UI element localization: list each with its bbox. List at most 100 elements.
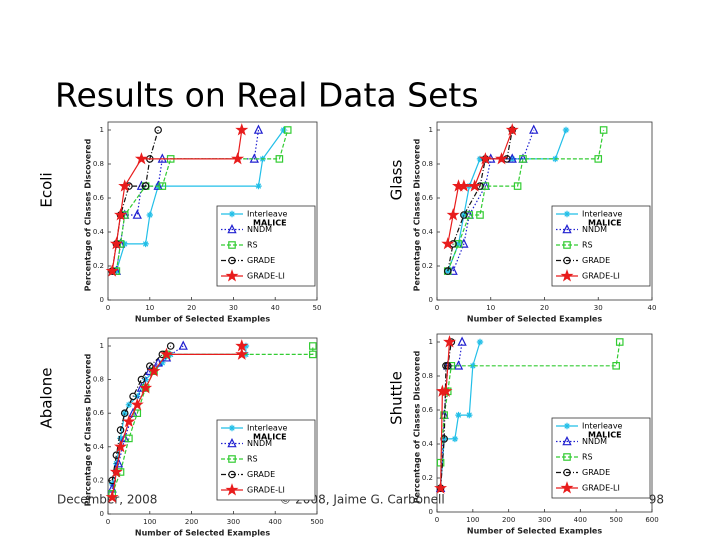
legend-marker (562, 435, 572, 446)
y-tick-label: 0.6 (93, 409, 105, 417)
point (478, 152, 492, 165)
point (130, 397, 144, 411)
legend-marker (228, 424, 236, 432)
point (309, 350, 317, 359)
y-tick-label: 0.6 (422, 406, 434, 414)
y-tick-label: 0.8 (93, 376, 104, 384)
x-axis-label: Number of Selected Examples (467, 315, 602, 324)
point (476, 211, 484, 219)
x-tick-label: 500 (609, 516, 622, 524)
legend-marker (563, 210, 571, 218)
x-tick-label: 10 (145, 304, 154, 312)
y-tick-label: 0.2 (93, 262, 104, 270)
point (231, 152, 245, 165)
x-tick-label: 20 (187, 304, 196, 312)
annotation: MALICE (253, 219, 287, 228)
y-tick-label: 0 (429, 296, 433, 304)
point (120, 409, 129, 418)
x-tick-label: 400 (574, 516, 587, 524)
point (109, 465, 123, 478)
y-tick-label: 0.4 (422, 440, 434, 448)
x-tick-label: 100 (466, 516, 479, 524)
point (128, 407, 138, 417)
legend-label: GRADE (247, 256, 275, 265)
point (466, 411, 473, 419)
y-tick-label: 0.6 (422, 194, 434, 202)
dataset-label: Ecoli (38, 172, 56, 207)
point (519, 155, 527, 163)
legend-marker (563, 256, 571, 265)
y-tick-label: 0.6 (93, 194, 105, 202)
point (139, 381, 153, 394)
legend-box (551, 205, 651, 287)
x-tick-label: 50 (313, 304, 322, 312)
point (154, 126, 162, 134)
point (118, 179, 132, 192)
point (121, 240, 128, 248)
y-tick-label: 0.2 (93, 476, 104, 484)
legend-marker (228, 455, 236, 463)
point (114, 439, 128, 453)
x-tick-label: 600 (645, 516, 658, 524)
point (235, 123, 249, 136)
point (457, 336, 467, 346)
point (134, 152, 148, 165)
footer-copyright: © 2008, Jaime G. Carbonell (279, 493, 444, 507)
y-tick-label: 1 (429, 126, 433, 134)
x-tick-label: 500 (310, 518, 323, 526)
legend-label: GRADE-LI (247, 486, 285, 495)
y-tick-label: 0.4 (93, 228, 105, 236)
point (457, 179, 471, 192)
point (476, 155, 484, 163)
footer-date: December, 2008 (57, 493, 157, 507)
point (275, 155, 284, 163)
point (465, 211, 474, 219)
point (505, 123, 519, 136)
point (141, 182, 150, 190)
point (454, 240, 463, 248)
point (562, 126, 570, 134)
point (113, 458, 124, 468)
annotation: MALICE (588, 431, 622, 440)
legend-label: NNDM (247, 225, 272, 234)
point (117, 435, 124, 442)
x-tick-label: 400 (269, 518, 282, 526)
x-tick-label: 40 (648, 304, 657, 312)
y-tick-label: 0 (429, 508, 433, 516)
point (116, 426, 125, 434)
point (469, 362, 477, 369)
y-tick-label: 1 (100, 126, 104, 134)
legend-label: RS (582, 453, 593, 462)
x-tick-label: 100 (143, 518, 156, 526)
point (434, 481, 448, 494)
series-line (440, 341, 621, 463)
x-tick-label: 200 (502, 516, 515, 524)
y-tick-label: 0.4 (93, 443, 105, 451)
legend-label: Interleave (247, 424, 288, 433)
legend-marker (563, 468, 571, 477)
legend-marker (228, 210, 236, 218)
legend-marker (228, 241, 236, 249)
legend-marker (228, 256, 236, 265)
series-line (447, 129, 605, 272)
legend-label: GRADE (582, 468, 610, 477)
y-tick-label: 1 (429, 338, 433, 346)
x-axis-label: Number of Selected Examples (135, 315, 270, 324)
y-tick-label: 0.8 (422, 160, 433, 168)
point (309, 342, 317, 350)
legend-label: NNDM (247, 439, 272, 448)
point (235, 339, 249, 352)
dataset-label: Abalone (38, 367, 56, 428)
x-tick-label: 10 (486, 304, 495, 312)
point (599, 126, 608, 134)
point (147, 364, 161, 377)
point (455, 240, 462, 248)
point (137, 375, 146, 384)
point (443, 267, 452, 275)
legend-label: RS (582, 241, 593, 250)
point (160, 347, 174, 360)
legend-marker (563, 453, 571, 461)
point (235, 347, 249, 360)
y-tick-label: 0 (100, 510, 104, 518)
series-line (452, 129, 535, 272)
